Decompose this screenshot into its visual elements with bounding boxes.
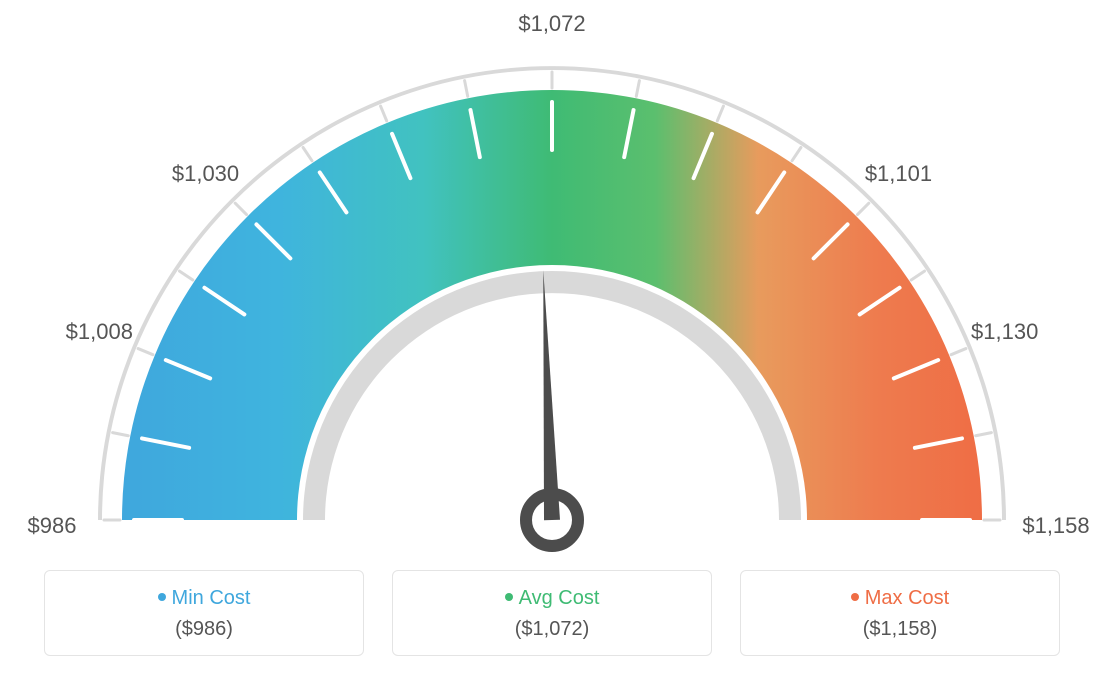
legend-row: Min Cost ($986) Avg Cost ($1,072) Max Cost ($…	[0, 570, 1104, 656]
legend-value: ($1,158)	[741, 618, 1059, 641]
legend-dot-icon	[505, 593, 513, 601]
gauge-tick-label: $1,030	[172, 161, 239, 187]
legend-card: Max Cost ($1,158)	[740, 570, 1060, 656]
gauge-tick-label: $986	[28, 513, 77, 539]
legend-title: Avg Cost	[393, 587, 711, 610]
gauge-tick-label: $1,101	[865, 161, 932, 187]
legend-dot-icon	[158, 593, 166, 601]
legend-title: Max Cost	[741, 587, 1059, 610]
legend-title: Min Cost	[45, 587, 363, 610]
legend-title-text: Max Cost	[865, 587, 949, 609]
legend-card: Avg Cost ($1,072)	[392, 570, 712, 656]
legend-title-text: Min Cost	[172, 587, 251, 609]
gauge-tick-label: $1,130	[971, 319, 1038, 345]
gauge-tick-label: $1,158	[1022, 513, 1089, 539]
gauge-tick-label: $1,008	[66, 319, 133, 345]
gauge-svg	[0, 0, 1104, 560]
gauge-tick-label: $1,072	[518, 11, 585, 37]
legend-title-text: Avg Cost	[519, 587, 600, 609]
cost-gauge: $986 $1,008 $1,030 $1,072 $1,101 $1,130 $1,158	[0, 0, 1104, 560]
legend-dot-icon	[851, 593, 859, 601]
legend-card: Min Cost ($986)	[44, 570, 364, 656]
legend-value: ($1,072)	[393, 618, 711, 641]
legend-value: ($986)	[45, 618, 363, 641]
